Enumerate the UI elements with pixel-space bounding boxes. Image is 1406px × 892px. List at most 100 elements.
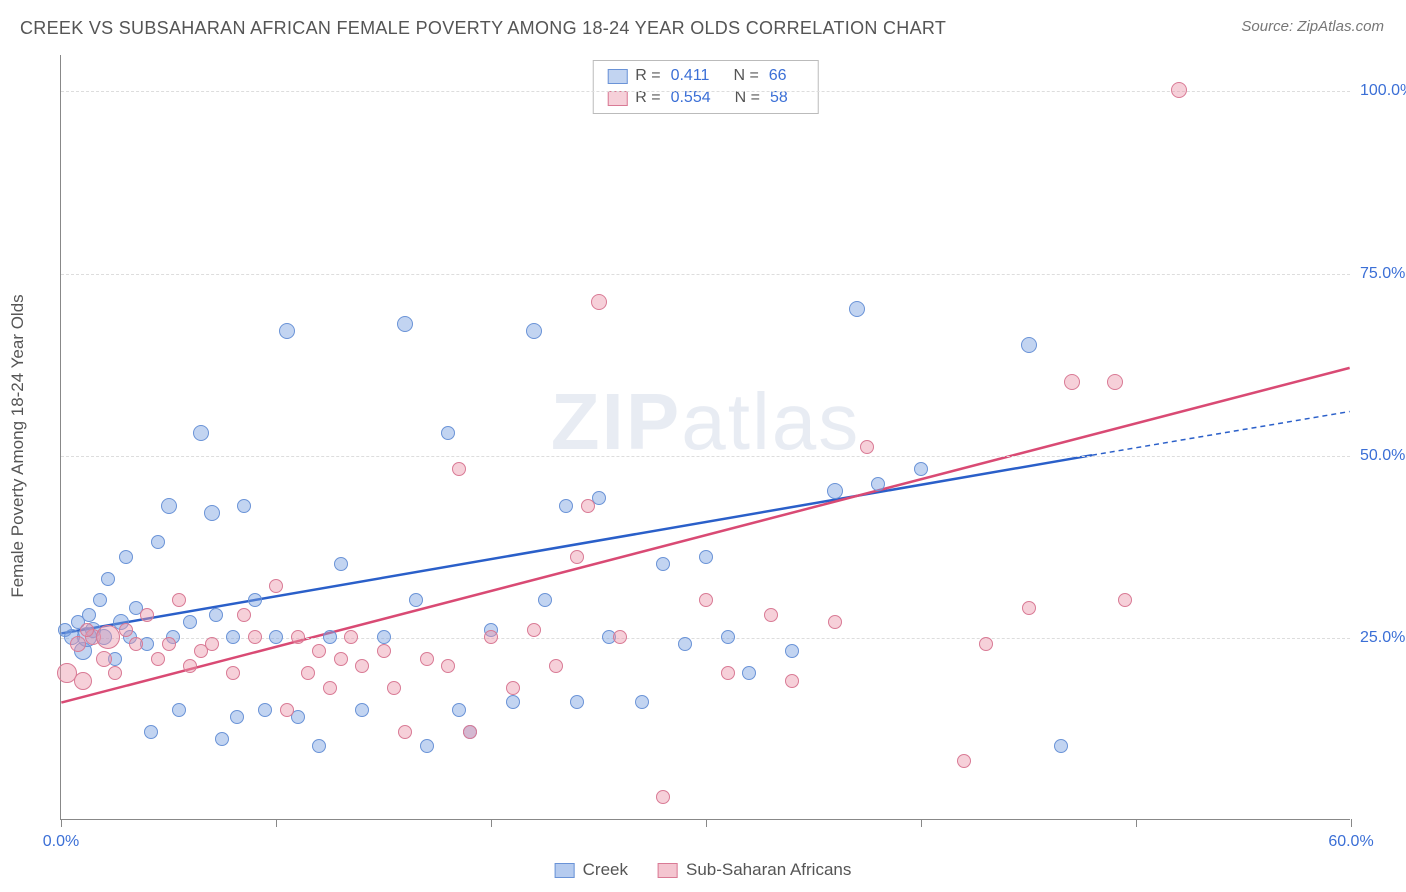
data-point [183,659,197,673]
x-tick [706,819,707,827]
data-point [70,636,86,652]
stats-legend: R = 0.411 N = 66 R = 0.554 N = 58 [592,60,819,114]
y-tick-label: 75.0% [1360,265,1406,283]
data-point [151,652,165,666]
plot-area: ZIPatlas R = 0.411 N = 66 R = 0.554 N = … [60,55,1350,820]
data-point [205,637,219,651]
data-point [860,440,874,454]
data-point [230,710,244,724]
data-point [108,666,122,680]
data-point [699,593,713,607]
data-point [248,593,262,607]
data-point [452,703,466,717]
data-point [144,725,158,739]
data-point [269,630,283,644]
data-point [248,630,262,644]
trend-lines [61,55,1350,819]
data-point [323,630,337,644]
data-point [656,790,670,804]
data-point [849,301,865,317]
data-point [258,703,272,717]
y-tick-label: 100.0% [1360,82,1406,100]
legend-label-ssa: Sub-Saharan Africans [686,860,851,880]
r-value-creek: 0.411 [671,67,710,85]
data-point [827,483,843,499]
data-point [74,672,92,690]
data-point [742,666,756,680]
data-point [355,659,369,673]
data-point [237,499,251,513]
y-tick-label: 50.0% [1360,447,1406,465]
data-point [570,550,584,564]
data-point [172,593,186,607]
data-point [538,593,552,607]
source-label: Source: [1241,18,1293,35]
data-point [635,695,649,709]
data-point [1054,739,1068,753]
data-point [279,323,295,339]
data-point [570,695,584,709]
source-attribution: Source: ZipAtlas.com [1241,18,1384,35]
data-point [344,630,358,644]
watermark-light: atlas [681,377,860,466]
data-point [463,725,477,739]
data-point [377,644,391,658]
data-point [420,739,434,753]
series-legend: Creek Sub-Saharan Africans [555,860,852,880]
y-tick-label: 25.0% [1360,629,1406,647]
stats-row-ssa: R = 0.554 N = 58 [593,87,818,109]
data-point [161,498,177,514]
data-point [527,623,541,637]
gridline [61,274,1350,275]
data-point [204,505,220,521]
data-point [226,666,240,680]
gridline [61,91,1350,92]
data-point [1064,374,1080,390]
x-tick-label: 60.0% [1328,833,1373,851]
data-point [1107,374,1123,390]
data-point [226,630,240,644]
data-point [387,681,401,695]
data-point [721,630,735,644]
swatch-creek [607,69,627,84]
data-point [397,316,413,332]
data-point [871,477,885,491]
data-point [269,579,283,593]
data-point [656,557,670,571]
correlation-chart: CREEK VS SUBSAHARAN AFRICAN FEMALE POVER… [0,0,1406,892]
x-tick [1136,819,1137,827]
x-tick [491,819,492,827]
data-point [119,550,133,564]
source-value: ZipAtlas.com [1297,18,1384,35]
gridline [61,456,1350,457]
data-point [215,732,229,746]
data-point [721,666,735,680]
data-point [355,703,369,717]
data-point [409,593,423,607]
data-point [96,651,112,667]
data-point [506,681,520,695]
data-point [209,608,223,622]
data-point [914,462,928,476]
data-point [484,630,498,644]
data-point [441,426,455,440]
data-point [193,425,209,441]
data-point [613,630,627,644]
data-point [334,557,348,571]
data-point [1171,82,1187,98]
data-point [377,630,391,644]
data-point [452,462,466,476]
data-point [506,695,520,709]
data-point [581,499,595,513]
x-tick [921,819,922,827]
legend-swatch-ssa [658,863,678,878]
data-point [96,625,120,649]
data-point [312,739,326,753]
legend-item-creek: Creek [555,860,628,880]
data-point [549,659,563,673]
data-point [441,659,455,673]
data-point [979,637,993,651]
data-point [398,725,412,739]
data-point [1021,337,1037,353]
data-point [785,644,799,658]
